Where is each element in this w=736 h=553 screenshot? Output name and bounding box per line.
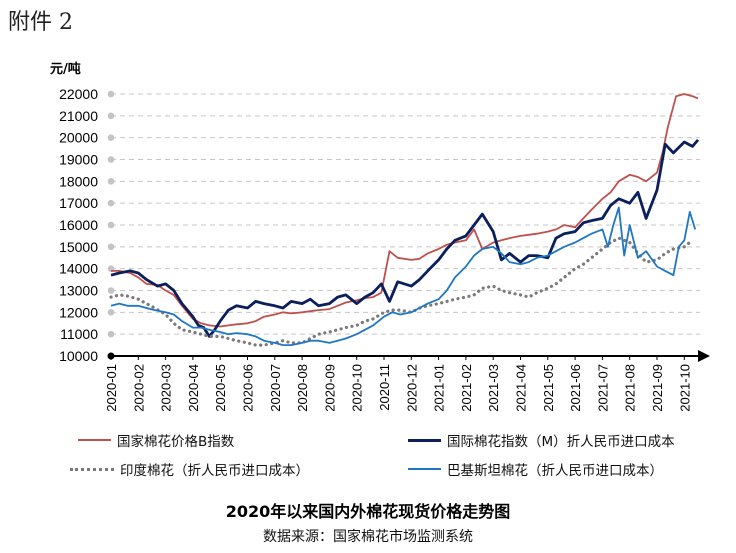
y-tick-label: 18000 bbox=[59, 173, 98, 189]
x-tick-label: 2021-10 bbox=[677, 364, 692, 412]
y-tick-marker bbox=[107, 243, 115, 251]
x-tick-label: 2020-08 bbox=[295, 364, 310, 412]
legend-item-1: 国际棉花指数（M）折人民币进口成本 bbox=[408, 430, 675, 450]
chart-source: 数据来源：国家棉花市场监测系统 bbox=[263, 529, 473, 545]
x-tick-label: 2021-04 bbox=[514, 364, 529, 412]
x-tick-label: 2020-03 bbox=[159, 364, 174, 412]
series-line-3 bbox=[110, 206, 697, 346]
grid-lines bbox=[107, 90, 700, 360]
y-tick-marker bbox=[107, 221, 115, 229]
legend-item-3: 巴基斯坦棉花（折人民币进口成本） bbox=[408, 459, 663, 479]
legend-label: 印度棉花（折人民币进口成本） bbox=[120, 463, 309, 479]
x-tick-label: 2020-06 bbox=[241, 364, 256, 412]
legend-swatch bbox=[78, 439, 111, 441]
y-tick-label: 19000 bbox=[59, 152, 98, 168]
series-line-2 bbox=[109, 236, 695, 347]
legend-swatch bbox=[408, 468, 441, 470]
y-tick-marker bbox=[107, 309, 115, 316]
y-tick-marker bbox=[107, 134, 115, 141]
x-tick-label: 2020-01 bbox=[104, 364, 119, 412]
legend-item-0: 国家棉花价格B指数 bbox=[78, 430, 234, 450]
y-tick-label: 14000 bbox=[59, 261, 98, 277]
y-tick-label: 10000 bbox=[59, 348, 98, 364]
x-tick-label: 2020-10 bbox=[350, 364, 365, 412]
x-axis bbox=[107, 350, 710, 362]
x-axis-arrow bbox=[698, 350, 710, 362]
x-tick-label: 2021-06 bbox=[568, 364, 583, 412]
y-tick-label: 21000 bbox=[59, 108, 98, 124]
x-tick-label: 2021-09 bbox=[650, 364, 665, 412]
y-tick-marker bbox=[107, 178, 115, 185]
y-axis-unit-label: 元/吨 bbox=[50, 61, 81, 77]
x-axis-ticks: 2020-01 2020-02 2020-03 2020-04 2020-05 2020-… bbox=[104, 356, 692, 412]
x-tick-label: 2020-04 bbox=[186, 364, 201, 412]
y-tick-marker bbox=[107, 90, 115, 98]
y-tick-marker bbox=[107, 330, 115, 338]
y-tick-marker bbox=[107, 156, 115, 163]
x-tick-label: 2020-07 bbox=[268, 364, 283, 412]
x-tick-label: 2021-03 bbox=[486, 364, 501, 412]
y-tick-label: 12000 bbox=[59, 304, 98, 320]
y-tick-label: 11000 bbox=[60, 326, 98, 342]
y-tick-label: 20000 bbox=[59, 130, 98, 146]
legend-item-2: 印度棉花（折人民币进口成本） bbox=[70, 459, 309, 479]
x-tick-label: 2021-02 bbox=[459, 364, 474, 412]
x-tick-label: 2020-12 bbox=[404, 364, 419, 412]
series-lines bbox=[109, 93, 700, 347]
y-tick-label: 16000 bbox=[59, 217, 98, 233]
x-tick-label: 2021-07 bbox=[595, 364, 610, 412]
x-tick-label: 2020-09 bbox=[322, 364, 337, 412]
y-tick-marker bbox=[107, 287, 115, 294]
x-tick-label: 2021-01 bbox=[432, 364, 447, 412]
y-tick-label: 15000 bbox=[59, 239, 98, 255]
y-axis-ticks: 22000 21000 20000 19000 18000 17000 16000 15000… bbox=[59, 86, 98, 364]
legend-label: 国家棉花价格B指数 bbox=[117, 434, 235, 450]
y-tick-label: 17000 bbox=[59, 195, 98, 211]
y-tick-label: 13000 bbox=[59, 283, 98, 299]
x-tick-label: 2020-11 bbox=[377, 364, 392, 411]
chart-title: 2020年以来国内外棉花现货价格走势图 bbox=[225, 502, 511, 521]
y-tick-marker bbox=[107, 112, 115, 120]
attachment-label: 附件 2 bbox=[8, 10, 73, 35]
x-tick-label: 2020-05 bbox=[213, 364, 228, 412]
x-tick-label: 2021-05 bbox=[541, 364, 556, 412]
series-line-0 bbox=[111, 93, 699, 328]
legend-swatch bbox=[70, 467, 114, 471]
legend-swatch bbox=[408, 438, 441, 442]
x-tick-label: 2020-02 bbox=[131, 364, 146, 412]
legend-label: 国际棉花指数（M）折人民币进口成本 bbox=[447, 434, 675, 450]
legend-label: 巴基斯坦棉花（折人民币进口成本） bbox=[447, 463, 663, 479]
x-tick-label: 2021-08 bbox=[623, 364, 638, 412]
y-tick-marker bbox=[107, 199, 115, 207]
y-tick-label: 22000 bbox=[59, 86, 98, 102]
